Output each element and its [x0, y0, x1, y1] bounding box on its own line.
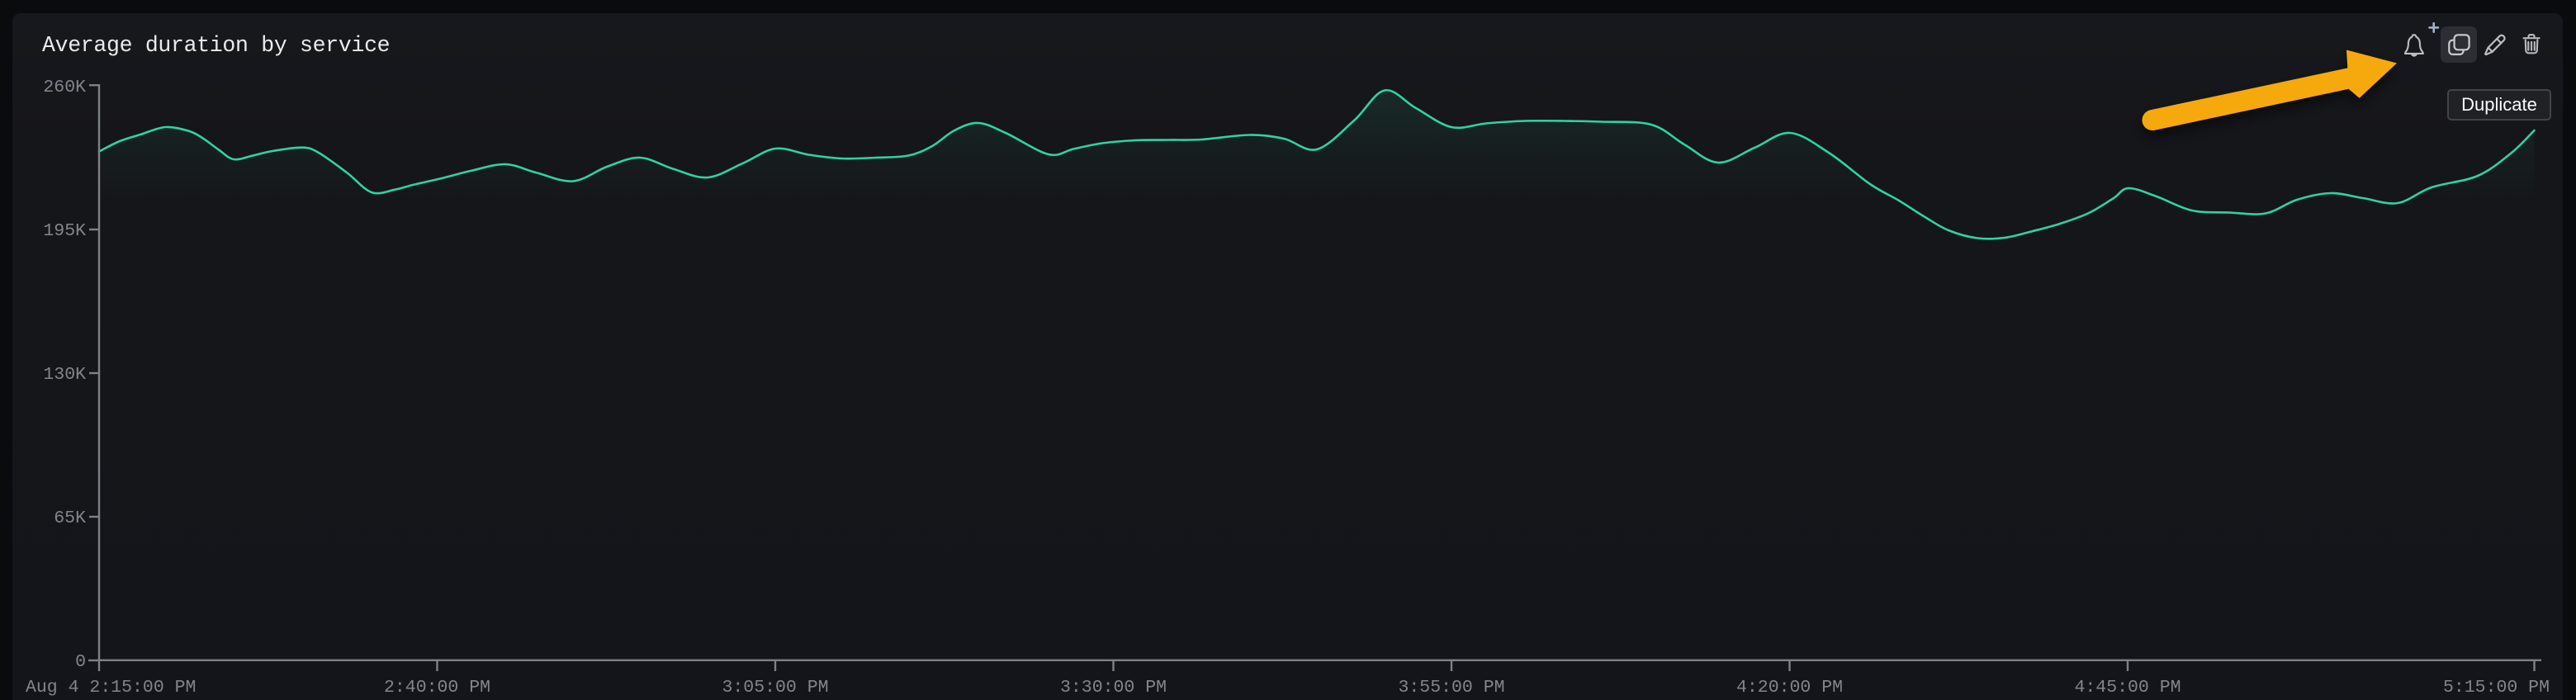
svg-text:130K: 130K [43, 365, 86, 385]
svg-text:195K: 195K [43, 221, 86, 241]
svg-text:260K: 260K [43, 78, 86, 97]
svg-text:0: 0 [75, 652, 86, 672]
svg-text:4:20:00 PM: 4:20:00 PM [1736, 678, 1843, 698]
svg-text:5:15:00 PM: 5:15:00 PM [2443, 678, 2550, 698]
svg-text:Aug 4 2:15:00 PM: Aug 4 2:15:00 PM [26, 678, 196, 698]
svg-text:3:05:00 PM: 3:05:00 PM [722, 678, 828, 698]
svg-text:3:55:00 PM: 3:55:00 PM [1398, 678, 1504, 698]
svg-text:3:30:00 PM: 3:30:00 PM [1060, 678, 1167, 698]
svg-text:65K: 65K [54, 508, 86, 528]
svg-text:4:45:00 PM: 4:45:00 PM [2074, 678, 2181, 698]
svg-text:2:40:00 PM: 2:40:00 PM [384, 678, 490, 698]
